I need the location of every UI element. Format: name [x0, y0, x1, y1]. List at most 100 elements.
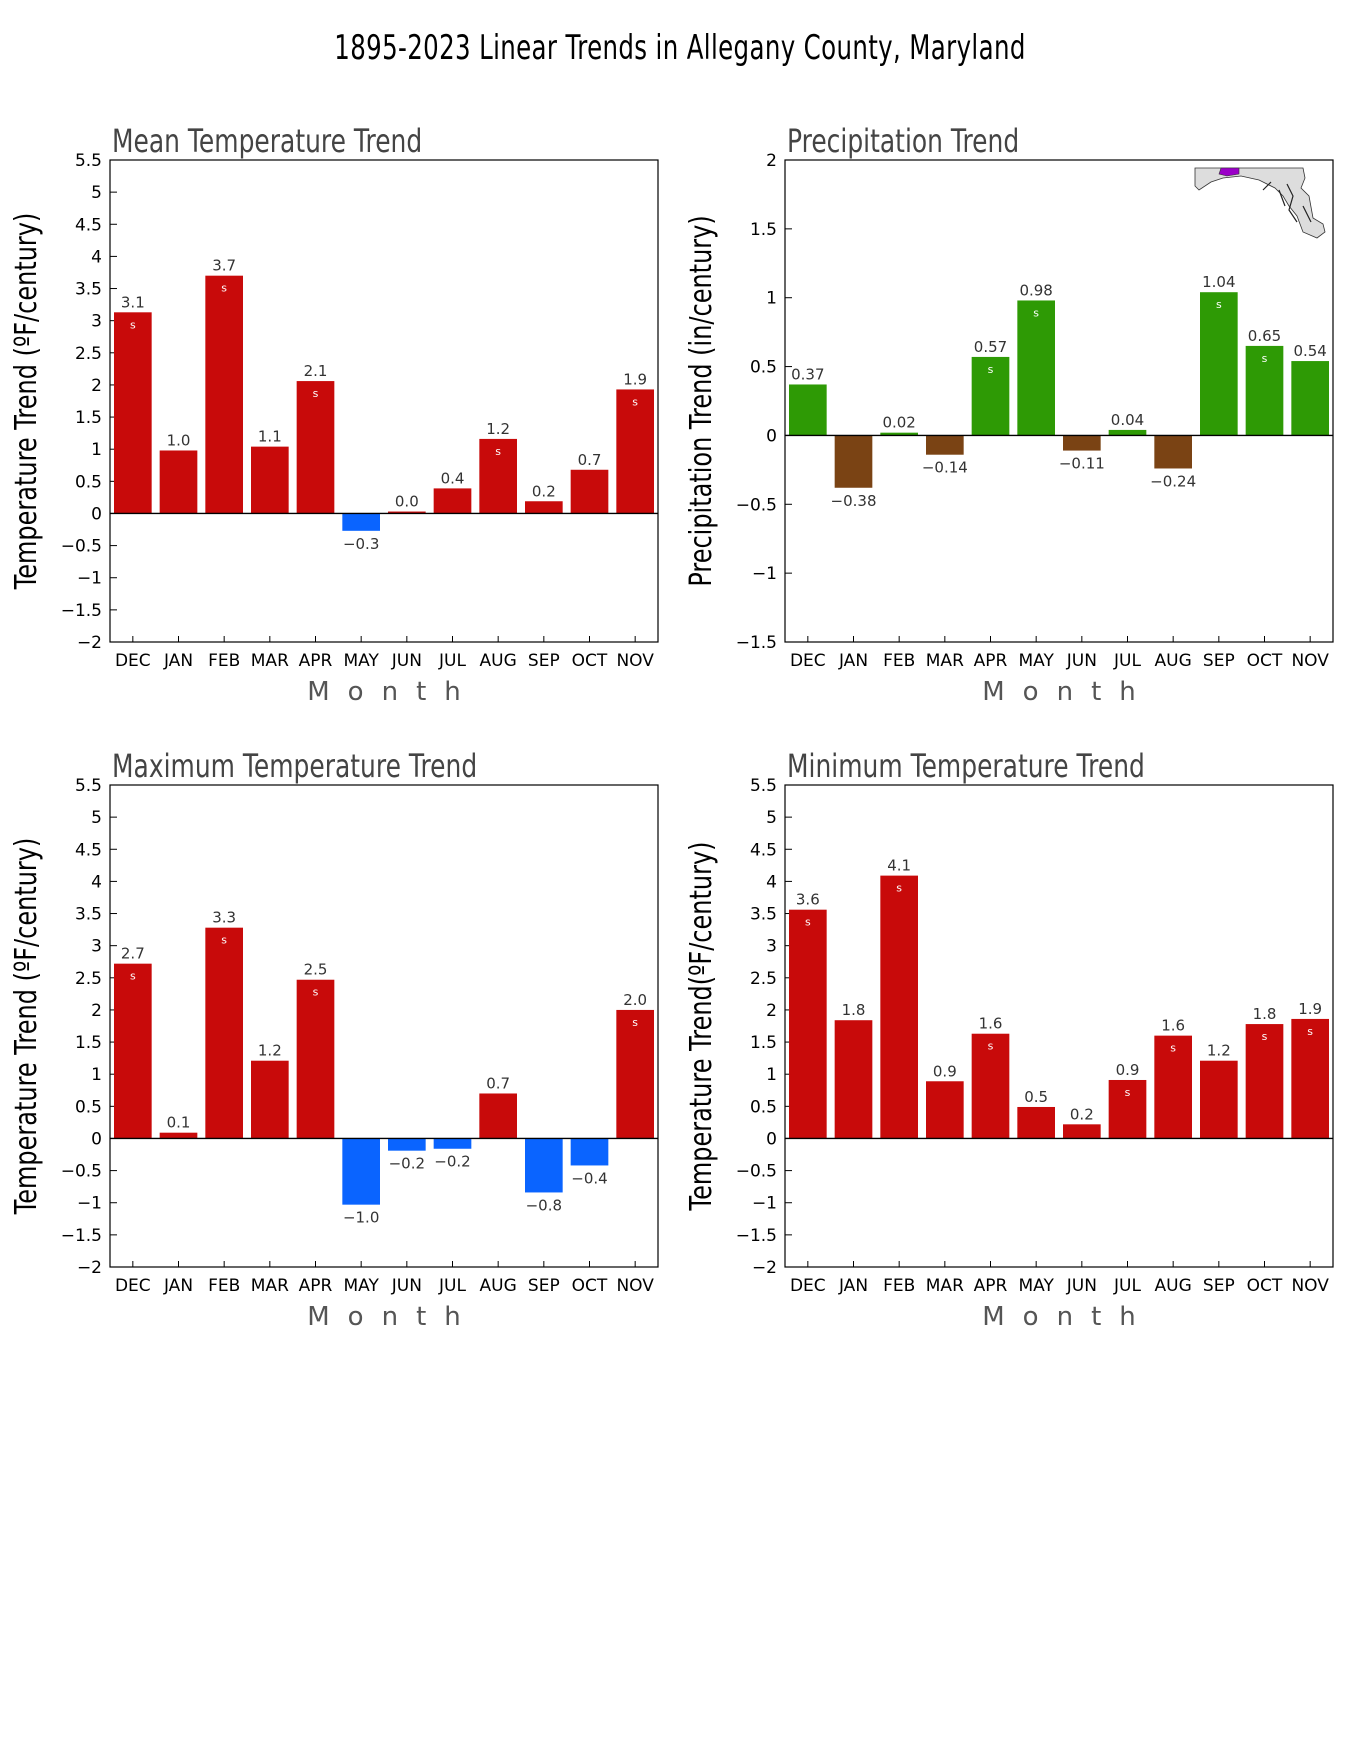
- bar-mar: [251, 446, 289, 514]
- significance-marker: s: [130, 970, 136, 983]
- data-label: 0.57: [974, 338, 1007, 356]
- y-tick-label: 1.5: [750, 220, 777, 240]
- bar-sep: [1200, 1060, 1238, 1139]
- maryland-locator-map: [1194, 167, 1326, 239]
- x-tick-label: AUG: [1155, 1276, 1192, 1296]
- state-outline: [1194, 167, 1326, 239]
- data-label: 4.1: [887, 857, 911, 875]
- x-tick-label: JUN: [391, 1276, 422, 1296]
- data-label: 0.9: [1116, 1061, 1140, 1079]
- bar-jan: [834, 1020, 873, 1139]
- significance-marker: s: [1216, 298, 1222, 311]
- bar-jul: [433, 1138, 472, 1149]
- x-axis-label: Month: [307, 1302, 479, 1332]
- x-tick-label: JAN: [838, 1276, 868, 1296]
- significance-marker: s: [1033, 306, 1039, 319]
- data-label: 0.65: [1248, 327, 1281, 345]
- x-tick-label: JUL: [438, 1276, 466, 1296]
- bar-jul: [1108, 429, 1147, 436]
- significance-marker: s: [495, 445, 501, 458]
- x-tick-label: DEC: [790, 1276, 826, 1296]
- x-tick-label: SEP: [528, 651, 560, 671]
- data-label: 1.2: [486, 420, 510, 438]
- y-tick-label: 5.5: [75, 776, 102, 796]
- bar-feb: [205, 927, 243, 1139]
- y-tick-label: 4: [91, 872, 102, 892]
- bar-dec: [789, 909, 827, 1139]
- y-tick-label: 0.5: [75, 1097, 102, 1117]
- bar-sep: [525, 1138, 563, 1193]
- plot-frame: [109, 784, 659, 1268]
- y-tick-label: 4: [91, 247, 102, 267]
- data-label: 1.0: [167, 431, 191, 449]
- x-tick-label: APR: [974, 651, 1008, 671]
- bar-sep: [1200, 292, 1238, 436]
- significance-marker: s: [632, 395, 638, 408]
- y-tick-label: −2: [752, 1258, 777, 1278]
- bar-apr: [296, 979, 335, 1139]
- data-label: 0.04: [1111, 411, 1144, 429]
- y-tick-label: 2: [766, 1001, 777, 1021]
- y-tick-label: 0: [91, 1129, 102, 1149]
- bar-feb: [880, 875, 918, 1139]
- y-tick-label: 1: [91, 440, 102, 460]
- data-label: 0.7: [578, 451, 602, 469]
- x-tick-label: OCT: [1247, 651, 1283, 671]
- data-label: 0.37: [791, 365, 824, 383]
- y-tick-label: 0: [91, 504, 102, 524]
- x-tick-label: SEP: [528, 1276, 560, 1296]
- precipitation-chart: Precipitation Trend 2 1.5 1 0.5 0 −0.5 −1 −1.5 Pr…: [684, 122, 1334, 707]
- y-tick-label: 3: [766, 937, 777, 957]
- x-tick-label: JUN: [391, 651, 422, 671]
- y-tick-label: 2.5: [75, 969, 102, 989]
- x-tick-label: SEP: [1203, 651, 1235, 671]
- data-label: −0.2: [389, 1155, 425, 1173]
- x-axis-label: Month: [307, 677, 479, 707]
- county-highlight: [1218, 167, 1240, 177]
- y-tick-label: 2.5: [750, 969, 777, 989]
- data-label: 0.7: [486, 1074, 510, 1092]
- significance-marker: s: [1170, 1042, 1176, 1055]
- x-tick-label: NOV: [1291, 651, 1329, 671]
- x-tick-label: JUL: [1113, 1276, 1141, 1296]
- y-tick-label: −1.5: [61, 601, 102, 621]
- bar-dec: [114, 963, 152, 1139]
- bar-feb: [205, 275, 243, 514]
- data-label: 3.1: [121, 293, 145, 311]
- bar-nov: [1291, 1018, 1329, 1139]
- data-label: 1.6: [1161, 1017, 1185, 1035]
- significance-marker: s: [1262, 1030, 1268, 1043]
- y-axis-label: Temperature Trend (ºF/century): [9, 838, 43, 1216]
- panel-title: Minimum Temperature Trend: [787, 747, 1145, 785]
- data-label: 0.9: [933, 1062, 957, 1080]
- y-tick-label: 3: [91, 937, 102, 957]
- y-tick-label: 4.5: [750, 840, 777, 860]
- bar-jun: [1063, 435, 1101, 451]
- data-label: 0.5: [1024, 1088, 1048, 1106]
- x-tick-label: DEC: [790, 651, 826, 671]
- x-tick-label: AUG: [1155, 651, 1192, 671]
- x-axis-label: Month: [982, 677, 1154, 707]
- x-tick-label: JAN: [838, 651, 868, 671]
- bar-apr: [971, 1033, 1010, 1139]
- county-borders: [1262, 181, 1312, 223]
- plot-frame: [784, 784, 1334, 1268]
- significance-marker: s: [221, 282, 227, 295]
- bar-apr: [296, 381, 335, 514]
- y-tick-label: 1: [91, 1065, 102, 1085]
- x-tick-label: FEB: [883, 1276, 915, 1296]
- y-tick-label: 0.5: [750, 358, 777, 378]
- data-label: 1.9: [1298, 1000, 1322, 1018]
- y-tick-label: 4.5: [75, 215, 102, 235]
- y-tick-label: 0.5: [750, 1097, 777, 1117]
- x-tick-label: DEC: [115, 651, 151, 671]
- y-axis-label: Temperature Trend(ºF/century): [684, 842, 718, 1212]
- bar-aug: [1154, 435, 1192, 469]
- y-tick-label: −1: [752, 564, 777, 584]
- plot-frame: [784, 159, 1334, 643]
- data-label: 2.5: [304, 961, 328, 979]
- y-tick-label: 1.5: [75, 408, 102, 428]
- x-tick-label: JUN: [1066, 1276, 1097, 1296]
- x-tick-label: APR: [299, 651, 333, 671]
- y-tick-label: 1: [766, 1065, 777, 1085]
